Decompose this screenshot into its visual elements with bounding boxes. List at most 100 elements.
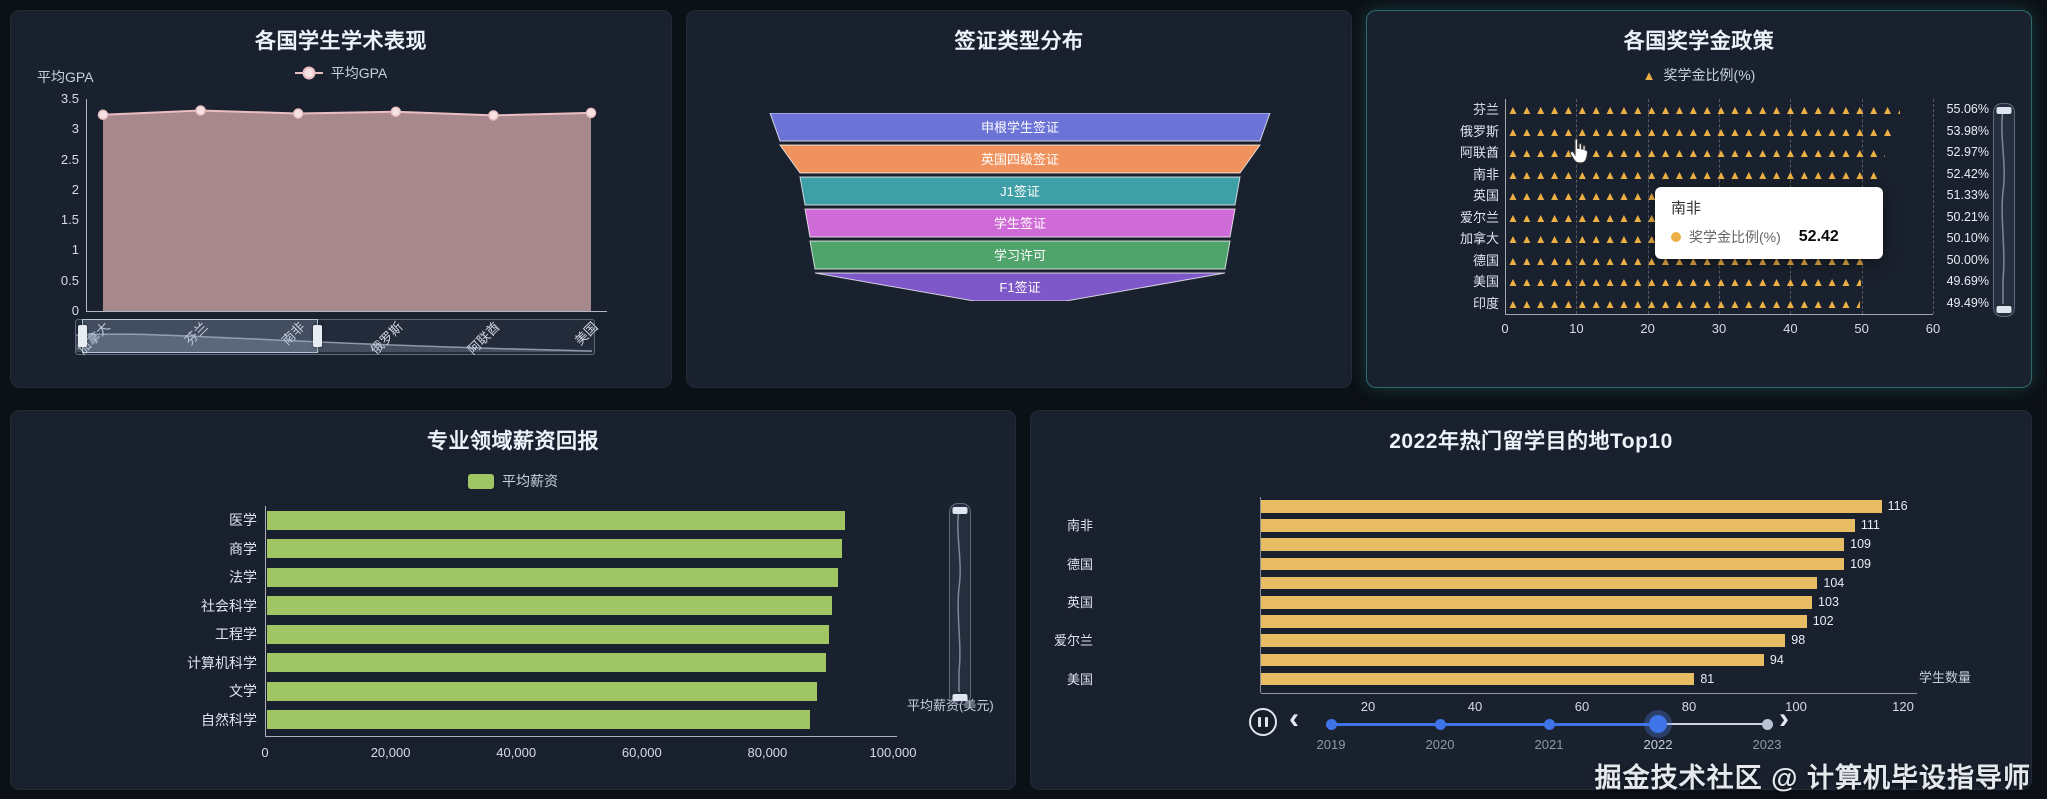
vertical-datazoom-slider[interactable] [949, 503, 971, 705]
pictorial-bar-俄罗斯[interactable]: ▲▲▲▲▲▲▲▲▲▲▲▲▲▲▲▲▲▲▲▲▲▲▲▲▲▲▲▲▲▲▲▲ [1507, 124, 1893, 139]
funnel-label: 英国四级签证 [981, 152, 1059, 167]
legend-label[interactable]: 平均GPA [330, 65, 388, 81]
pictorial-bar-美国[interactable]: ▲▲▲▲▲▲▲▲▲▲▲▲▲▲▲▲▲▲▲▲▲▲▲▲▲▲▲▲▲▲▲▲ [1507, 275, 1861, 289]
data-point-俄罗斯[interactable] [390, 106, 402, 117]
vertical-datazoom-slider[interactable] [1993, 103, 2015, 317]
datazoom-preview [957, 509, 961, 692]
timeline-dot-2022[interactable] [1649, 715, 1667, 733]
pictorial-bar-芬兰[interactable]: ▲▲▲▲▲▲▲▲▲▲▲▲▲▲▲▲▲▲▲▲▲▲▲▲▲▲▲▲▲▲▲▲ [1507, 103, 1900, 117]
datazoom-handle-top[interactable] [952, 507, 968, 514]
pictorial-bar-印度[interactable]: ▲▲▲▲▲▲▲▲▲▲▲▲▲▲▲▲▲▲▲▲▲▲▲▲▲▲▲▲▲▲▲▲ [1507, 296, 1860, 311]
bar-series-legend-icon[interactable] [468, 473, 494, 489]
data-point-美国[interactable] [585, 107, 597, 119]
y-axis-tick-label: 3 [71, 121, 79, 137]
datazoom-handle-right[interactable] [313, 325, 322, 347]
salary-bar-文学[interactable] [267, 681, 817, 701]
funnel-band-英国四级签证[interactable] [779, 144, 1261, 174]
pause-icon [1265, 717, 1268, 727]
timeline-dot-2020[interactable] [1434, 718, 1446, 730]
funnel-band-学生签证[interactable] [804, 208, 1236, 238]
y-axis-category-label: 美国 [1472, 274, 1499, 289]
datazoom-handle-top[interactable] [1996, 107, 2012, 114]
x-axis-tick-label: 50 [1854, 321, 1869, 336]
destination-bar[interactable] [1261, 634, 1786, 647]
funnel-band-申根学生签证[interactable] [769, 113, 1271, 142]
funnel-label: F1签证 [999, 280, 1040, 295]
x-axis-tick-label: 100,000 [869, 745, 917, 760]
salary-bar-法学[interactable] [267, 567, 839, 587]
timeline-remaining-line [1658, 723, 1767, 725]
funnel-band-J1签证[interactable] [799, 176, 1241, 206]
funnel-label: 申根学生签证 [981, 120, 1059, 135]
timeline-dot-2023[interactable] [1761, 718, 1773, 730]
salary-bar-商学[interactable] [267, 539, 842, 558]
value-label: 50.10% [1946, 231, 1989, 245]
destination-bar[interactable] [1261, 596, 1813, 609]
data-point-加拿大[interactable] [97, 109, 109, 120]
gpa-plot-area [86, 99, 607, 312]
pictorial-bar-南非[interactable]: ▲▲▲▲▲▲▲▲▲▲▲▲▲▲▲▲▲▲▲▲▲▲▲▲▲▲▲▲▲▲▲▲ [1507, 167, 1881, 182]
line-series-legend-icon[interactable] [294, 66, 323, 80]
grid-line [1505, 99, 1506, 314]
y-axis-category-label: 爱尔兰 [1459, 209, 1499, 225]
timeline-year-label: 2021 [1534, 737, 1564, 752]
x-axis-tick-label: 10 [1569, 321, 1584, 336]
legend-label[interactable]: 平均薪资 [502, 473, 558, 489]
bar-value-label: 104 [1823, 575, 1845, 590]
chart-title: 签证类型分布 [954, 30, 1084, 53]
y-axis-category-label: 德国 [1472, 252, 1499, 268]
x-axis-line [1505, 314, 1933, 315]
destination-bar[interactable] [1261, 672, 1695, 686]
bar-value-label: 109 [1850, 556, 1871, 571]
datazoom-window[interactable] [78, 319, 322, 353]
chart-title: 2022年热门留学目的地Top10 [1389, 430, 1673, 453]
x-axis-tick-label: 30 [1711, 321, 1727, 336]
datazoom-handle-bottom[interactable] [952, 694, 968, 701]
legend: 平均薪资 [11, 471, 1015, 491]
destination-bar[interactable] [1261, 615, 1807, 628]
pictorial-bar-阿联酋[interactable]: ▲▲▲▲▲▲▲▲▲▲▲▲▲▲▲▲▲▲▲▲▲▲▲▲▲▲▲▲▲▲▲▲ [1507, 146, 1885, 160]
legend-label[interactable]: 奖学金比例(%) [1663, 67, 1756, 83]
value-label: 49.69% [1946, 274, 1989, 288]
salary-bar-社会科学[interactable] [267, 596, 833, 615]
destination-bar[interactable] [1261, 576, 1818, 590]
data-point-南非[interactable] [292, 108, 304, 119]
legend: 平均GPA [11, 63, 671, 83]
y-axis-tick-label: 1.5 [60, 212, 79, 228]
triangle-legend-icon[interactable]: ▲ [1642, 67, 1656, 83]
salary-bar-工程学[interactable] [267, 624, 830, 644]
x-axis-tick-label: 80 [1681, 699, 1697, 714]
y-axis-category-label: 英国 [1472, 188, 1499, 203]
datazoom-handle-left[interactable] [78, 325, 87, 347]
value-label: 49.49% [1946, 295, 1989, 310]
destination-bar[interactable] [1261, 538, 1845, 551]
salary-bar-医学[interactable] [267, 510, 845, 530]
timeline-pause-button[interactable] [1249, 708, 1277, 736]
salary-bar-自然科学[interactable] [267, 710, 811, 729]
destination-bar[interactable] [1261, 557, 1845, 571]
datazoom-slider[interactable] [75, 319, 595, 355]
timeline-dot-2019[interactable] [1325, 718, 1337, 730]
destination-bar[interactable] [1261, 500, 1882, 513]
x-axis-tick-label: 60,000 [621, 745, 662, 760]
panel-visa-types: 签证类型分布 申根学生签证 英国四级签证 J1签证 学生签证 学习许可 F1签证 [686, 10, 1352, 388]
funnel-label: 学生签证 [994, 216, 1046, 231]
timeline-next-button[interactable]: › [1779, 702, 1789, 735]
timeline-dot-2021[interactable] [1543, 718, 1555, 730]
tooltip-value: 52.42 [1798, 228, 1839, 245]
data-point-芬兰[interactable] [195, 105, 206, 116]
funnel-label: J1签证 [1000, 184, 1040, 199]
salary-bar-计算机科学[interactable] [267, 653, 826, 672]
watermark: 掘金技术社区 @ 计算机毕设指导师 [1594, 763, 2031, 793]
timeline-year-label: 2020 [1425, 737, 1455, 752]
y-axis-tick-label: 2.5 [60, 151, 79, 167]
destination-bar[interactable] [1261, 519, 1855, 532]
timeline-prev-button[interactable]: ‹ [1289, 702, 1299, 735]
funnel-band-F1签证[interactable] [814, 272, 1226, 301]
destination-bar[interactable] [1261, 653, 1764, 667]
value-label: 52.97% [1946, 145, 1989, 159]
datazoom-preview [75, 333, 593, 352]
data-point-阿联酋[interactable] [488, 110, 499, 121]
datazoom-handle-bottom[interactable] [1996, 306, 2012, 313]
funnel-band-学习许可[interactable] [809, 240, 1231, 270]
